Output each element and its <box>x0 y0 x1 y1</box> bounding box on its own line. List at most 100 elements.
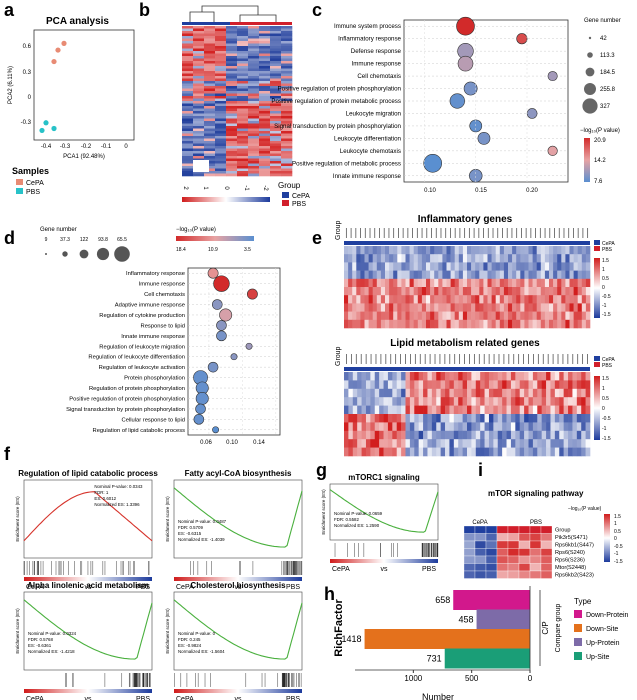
heat-cell <box>421 254 427 263</box>
heat-cell <box>453 439 459 448</box>
heat-cell <box>385 278 390 288</box>
heat-cell <box>554 405 560 415</box>
heatmap-b-cell <box>270 166 282 169</box>
heat-cell <box>440 422 446 432</box>
heat-cell <box>409 447 415 457</box>
heat-cell <box>471 319 476 329</box>
heat-cell <box>389 278 394 288</box>
heatmap-b-cell <box>193 131 205 134</box>
heat-cell <box>540 311 546 321</box>
heat-cell <box>512 295 517 304</box>
heatmap-b-cell <box>237 108 249 112</box>
heatmap-b-cell <box>182 76 194 79</box>
pca-legend-cepa: CePA <box>26 180 44 187</box>
heatmap-b-cell <box>259 141 271 144</box>
heat-cell <box>537 372 542 381</box>
heat-cell <box>502 422 507 432</box>
heatmap-b-cell <box>193 86 205 89</box>
heatmap-b-cell <box>259 156 271 159</box>
heat-cell <box>585 397 591 406</box>
heatmap-b-cell <box>259 118 271 122</box>
bar-h-up-site <box>444 648 530 669</box>
heatmap-b-cell <box>281 53 293 57</box>
heatmap-i-cell <box>507 540 520 549</box>
heatmap-b-cell <box>193 41 205 44</box>
heat-cell <box>458 270 464 280</box>
heatmap-b-cell <box>182 88 194 92</box>
heat-cell <box>370 414 376 423</box>
heatmap-b-cell <box>182 26 194 29</box>
bubble-d-term-label: Cellular response to lipid <box>122 417 185 423</box>
heat-cell <box>356 246 361 255</box>
heat-cell <box>352 270 357 280</box>
heatmap-b-cell <box>182 78 194 82</box>
heat-cell <box>493 372 499 381</box>
heat-cell <box>431 447 437 457</box>
heatmap-b-cell <box>237 138 249 142</box>
heat-cell <box>418 414 424 423</box>
heat-cell <box>497 422 503 432</box>
heat-cell <box>536 287 542 296</box>
heatmap-b-cell <box>182 156 194 159</box>
heat-cell <box>344 295 349 304</box>
heat-cell <box>493 405 499 415</box>
heat-cell <box>577 246 583 255</box>
heatmap-b-cell <box>248 33 260 37</box>
heat-cell <box>409 246 414 255</box>
heatmap-b-cell <box>281 126 293 129</box>
heatmap-b-cell <box>237 121 249 124</box>
gsea-f1-stat: ES: 0.6012 <box>94 496 116 501</box>
gsea-f2-stat: Nominal P-value: 0.0487 <box>178 519 227 524</box>
heat-cell <box>503 278 509 288</box>
heatmap-i-cell <box>463 540 476 549</box>
heat-cell <box>344 397 349 406</box>
heatmap-e1-legend-cepa: CePA <box>602 241 615 247</box>
heat-cell <box>421 278 427 288</box>
heat-cell <box>453 405 459 415</box>
heatmap-b-cell <box>182 36 194 39</box>
heat-cell <box>493 414 499 423</box>
heatmap-b-cell <box>248 91 260 94</box>
heatmap-b-cell <box>281 171 293 174</box>
heatmap-b-colorscale <box>182 197 270 202</box>
heat-cell <box>344 278 349 288</box>
heat-cell <box>356 270 361 280</box>
heatmap-e1-legend-pbs: PBS <box>602 247 613 253</box>
heatmap-b-cell <box>248 141 260 144</box>
heat-cell <box>510 380 516 390</box>
heatmap-b-cell <box>270 81 282 84</box>
heatmap-b-cell <box>226 143 238 147</box>
panel-e-label: e <box>312 228 322 248</box>
heat-cell <box>563 422 569 432</box>
heat-cell <box>573 270 578 280</box>
heatmap-b-cell <box>281 116 293 119</box>
heatmap-b-cell <box>182 113 194 117</box>
heatmap-b-cell <box>226 46 238 49</box>
heat-cell <box>475 380 481 390</box>
heat-cell <box>430 303 435 312</box>
heatmap-b-cell <box>182 91 194 94</box>
heat-cell <box>506 405 512 415</box>
pca-point-cepa <box>55 47 61 53</box>
heatmap-i-cell <box>540 555 553 564</box>
heat-cell <box>524 270 529 280</box>
heatmap-b-cell <box>259 83 271 87</box>
bubble-d-term-label: Response to lipid <box>141 323 185 329</box>
heat-cell <box>480 430 485 440</box>
heatmap-i-cell <box>496 533 509 542</box>
heat-cell <box>440 397 446 406</box>
heat-cell <box>370 380 376 390</box>
heat-cell <box>585 439 591 448</box>
heat-cell <box>440 414 446 423</box>
heat-cell <box>541 388 547 398</box>
heat-cell <box>344 414 349 423</box>
heat-cell <box>426 295 431 304</box>
bubble-d-colorbar <box>176 236 254 241</box>
heat-cell <box>453 397 459 406</box>
heat-cell <box>462 422 468 432</box>
heatmap-b-cell <box>182 101 194 104</box>
heat-cell <box>515 430 521 440</box>
heat-cell <box>438 311 443 321</box>
heatmap-b-legend-cepa: CePA <box>292 193 310 200</box>
heat-cell <box>405 246 410 255</box>
